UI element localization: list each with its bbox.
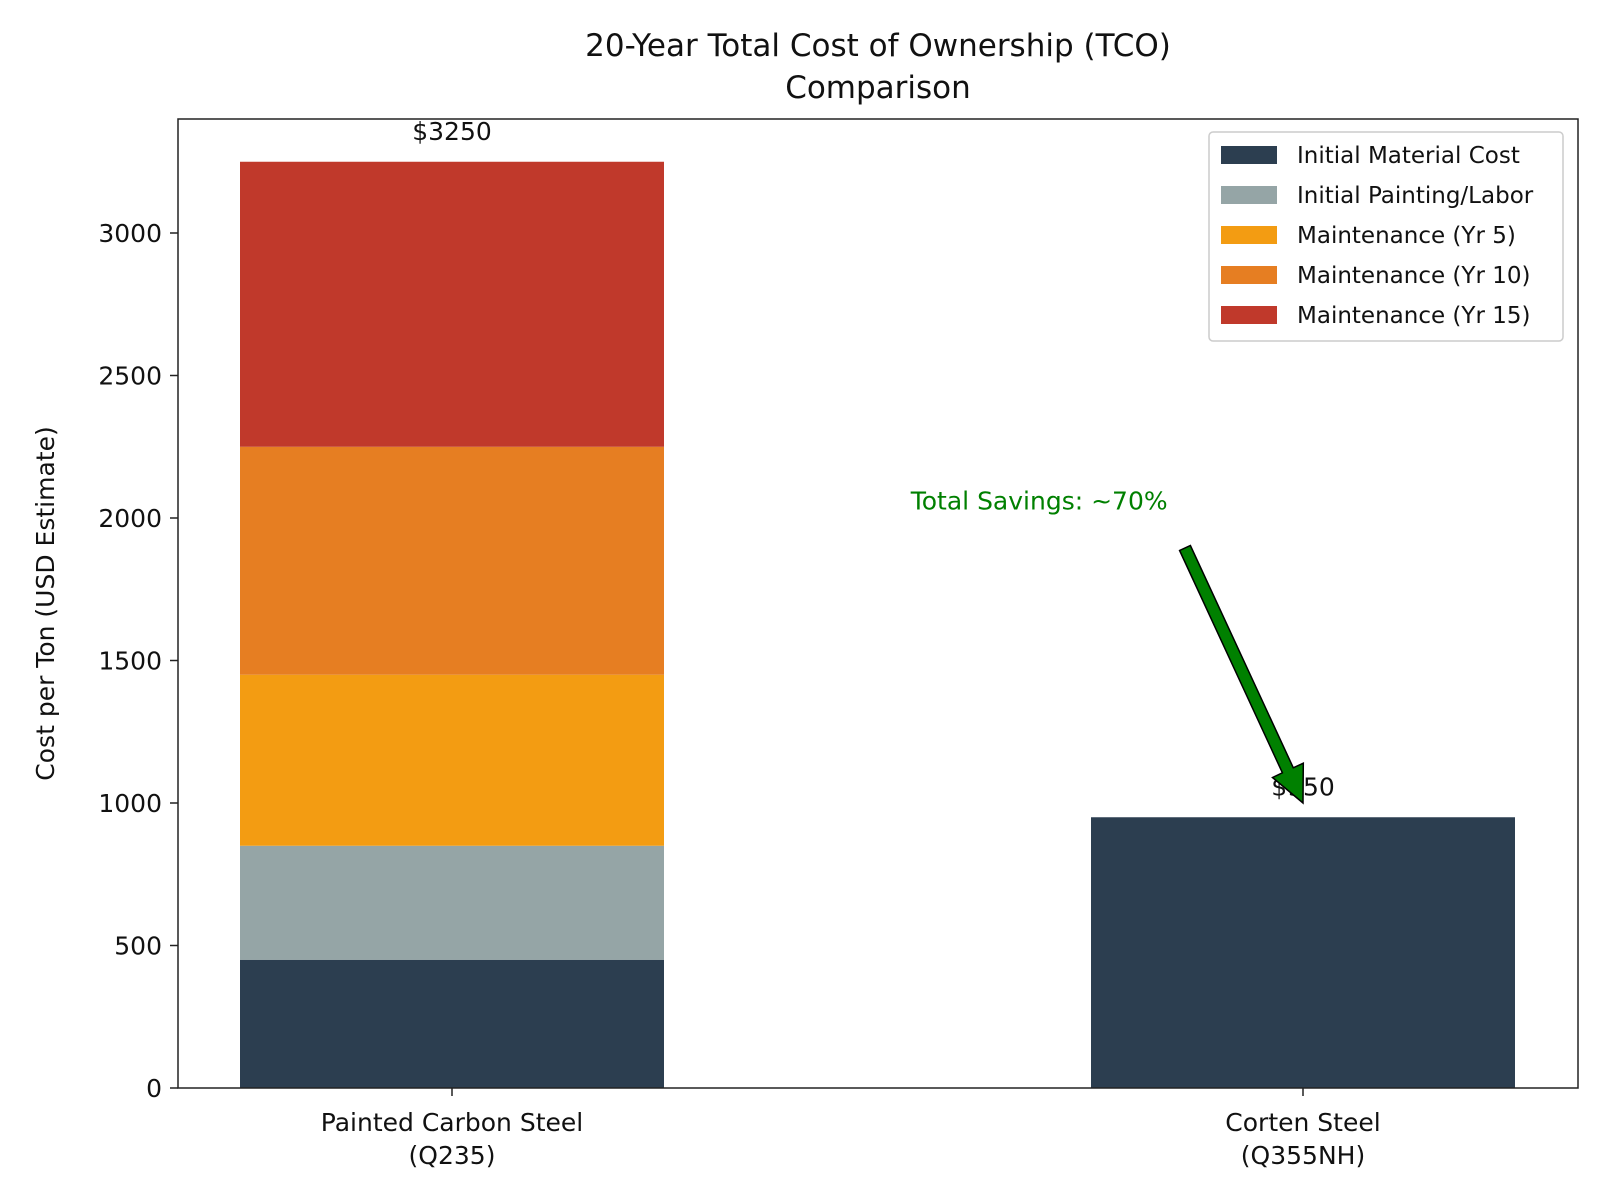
x-tick-label: Corten Steel <box>1225 1108 1380 1137</box>
legend-label: Maintenance (Yr 5) <box>1297 223 1516 249</box>
annotation-text: Total Savings: ~70% <box>910 486 1168 515</box>
legend-label: Initial Material Cost <box>1297 143 1520 169</box>
y-tick-label: 2500 <box>98 362 162 391</box>
legend: Initial Material Cost Initial Painting/La… <box>1208 131 1564 342</box>
bar-segment <box>240 845 664 960</box>
legend-swatch <box>1221 226 1277 244</box>
title-line: 20-Year Total Cost of Ownership (TCO) <box>585 28 1171 64</box>
bar-segment <box>240 959 664 1088</box>
chart-title: 20-Year Total Cost of Ownership (TCO) Com… <box>585 28 1171 106</box>
x-tick-label: (Q355NH) <box>1241 1141 1365 1170</box>
legend-label: Maintenance (Yr 10) <box>1297 263 1530 289</box>
legend-label: Maintenance (Yr 15) <box>1297 303 1530 329</box>
savings-annotation: Total Savings: ~70% <box>910 486 1305 805</box>
y-tick-label: 500 <box>114 932 162 961</box>
x-tick-label: Painted Carbon Steel <box>321 1108 583 1137</box>
legend-swatch <box>1221 306 1277 324</box>
x-axis: Painted Carbon Steel (Q235) Corten Steel (Q… <box>321 1088 1381 1170</box>
y-axis-label: Cost per Ton (USD Estimate) <box>31 426 60 780</box>
y-tick-label: 0 <box>146 1074 162 1103</box>
legend-swatch <box>1221 146 1277 164</box>
bar-segment <box>1091 817 1515 1088</box>
title-line: Comparison <box>785 70 971 106</box>
y-tick-label: 2000 <box>98 504 162 533</box>
legend-swatch <box>1221 186 1277 204</box>
legend-swatch <box>1221 266 1277 284</box>
bar-segment <box>240 674 664 846</box>
bar-segment <box>240 446 664 675</box>
total-label: $3250 <box>412 117 492 146</box>
legend-label: Initial Painting/Labor <box>1297 183 1534 209</box>
y-tick-label: 1000 <box>98 789 162 818</box>
x-tick-label: (Q235) <box>409 1141 496 1170</box>
plot-frame <box>177 118 1579 1089</box>
annotation-arrow <box>1178 544 1305 805</box>
bar-segment <box>240 161 664 447</box>
legend-box <box>1208 131 1564 342</box>
bars <box>240 161 1515 1088</box>
y-axis: 0 500 1000 1500 2000 2500 3000 <box>98 219 178 1103</box>
y-tick-label: 3000 <box>98 219 162 248</box>
y-tick-label: 1500 <box>98 647 162 676</box>
